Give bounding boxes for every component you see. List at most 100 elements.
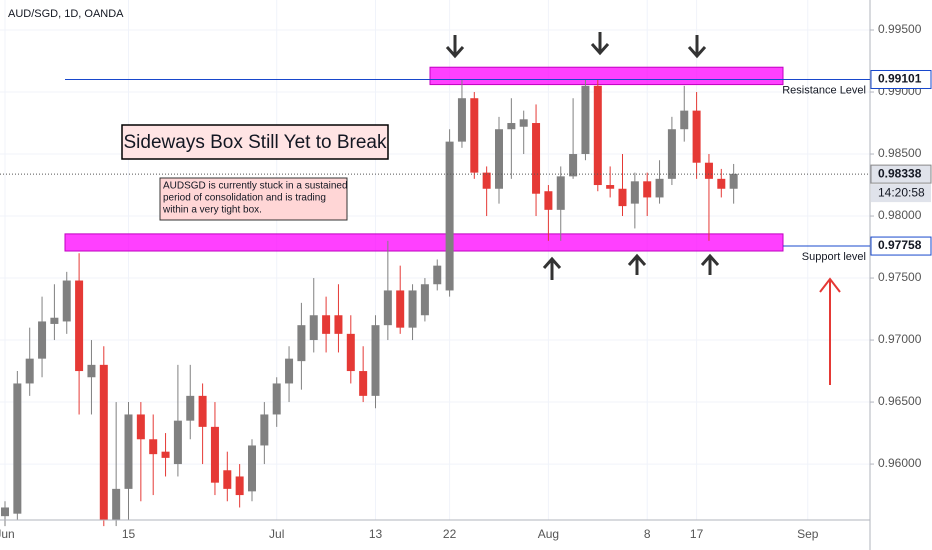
note-line: within a very tight box. (162, 205, 262, 216)
candle-body (482, 172, 491, 189)
countdown-box (871, 184, 931, 203)
x-tick-label: 22 (443, 527, 457, 541)
candle-body (13, 383, 22, 514)
candle-body (99, 364, 108, 520)
x-tick-label: 13 (369, 527, 383, 541)
candle-body (161, 451, 170, 458)
candle-body (359, 371, 368, 396)
support-name: Support level (802, 251, 866, 263)
candle-body (371, 325, 380, 396)
candle-body (112, 488, 121, 520)
candle-body (420, 284, 429, 316)
candle-body (692, 110, 701, 163)
headline: Sideways Box Still Yet to Break (124, 132, 387, 153)
candle-body (173, 420, 182, 465)
chart-title: AUD/SGD, 1D, OANDA (8, 8, 124, 20)
candle-body (495, 129, 503, 189)
note-line: period of consolidation and is trading (163, 193, 326, 204)
candle-body (433, 265, 442, 285)
candle-body (593, 85, 602, 186)
candle-body (618, 188, 627, 207)
zone (429, 66, 784, 86)
candle-body (297, 325, 306, 362)
note-line: AUDSGD is currently stuck in a sustained (163, 181, 348, 192)
y-tick-label: 0.96500 (878, 394, 922, 408)
candle-body (322, 315, 331, 334)
countdown: 14:20:58 (878, 185, 925, 199)
candle-body (383, 290, 392, 326)
headline-box (121, 124, 389, 160)
candle-body (285, 358, 294, 384)
candle-body (470, 98, 479, 173)
candle-body (581, 85, 590, 155)
marks (1, 66, 784, 527)
x-tick-label: 15 (122, 527, 136, 541)
candle-body (235, 476, 244, 496)
candle-body (248, 445, 256, 492)
candle-body (445, 141, 454, 291)
red-arrow (819, 277, 841, 385)
candle-body (532, 123, 541, 194)
candle-body (643, 181, 652, 198)
candle-body (334, 315, 343, 334)
candle-body (124, 414, 133, 489)
candle-body (655, 178, 664, 198)
candle-body (198, 395, 207, 427)
price-label: 0.97758 (878, 238, 922, 252)
candle-body (717, 178, 726, 189)
price-label: 0.98338 (878, 166, 922, 180)
candle-body (1, 507, 9, 517)
candle-body (25, 358, 34, 384)
y-tick-label: 0.97500 (878, 270, 922, 284)
candle-body (87, 364, 96, 378)
arrows (445, 32, 720, 280)
x-tick-label: Jul (269, 527, 284, 541)
candle-body (186, 395, 195, 421)
zone (64, 233, 784, 252)
candle-body (38, 321, 47, 359)
y-tick-label: 0.98500 (878, 146, 922, 160)
candle-body (556, 176, 565, 210)
candle-body (606, 185, 615, 189)
price-label-box (870, 164, 932, 184)
candle-body (309, 315, 318, 341)
candle-body (272, 383, 281, 415)
candle-body (680, 110, 689, 130)
price-label: 0.99101 (878, 72, 922, 86)
note-box (159, 177, 348, 221)
candle-body (569, 154, 578, 177)
candle-body (729, 173, 738, 189)
x-tick-label: Aug (538, 527, 559, 541)
x-tick-label: 8 (644, 527, 651, 541)
candle-body (457, 98, 466, 142)
candle-body (223, 470, 232, 489)
grid (0, 0, 870, 520)
y-tick-label: 0.98000 (878, 208, 922, 222)
candle-body (210, 426, 219, 483)
price-label-box (870, 236, 932, 256)
candle-body (630, 181, 639, 204)
y-tick-label: 0.97000 (878, 332, 922, 346)
candle-body (408, 290, 417, 328)
x-tick-label: Jun (0, 527, 15, 541)
candle-body (149, 439, 158, 455)
resistance-name: Resistance Level (782, 84, 866, 96)
y-tick-label: 0.96000 (878, 456, 922, 470)
candle-body (62, 280, 71, 322)
candle-body (136, 414, 145, 440)
candle-body (704, 162, 713, 179)
candle-body (519, 119, 528, 127)
candle-body (544, 191, 553, 210)
candle-body (396, 290, 405, 328)
x-tick-label: Sep (797, 527, 819, 541)
candle-body (260, 414, 269, 446)
candle-body (667, 129, 676, 179)
x-tick-label: 17 (690, 527, 704, 541)
price-label-box (870, 69, 932, 89)
y-tick-label: 0.99500 (878, 22, 922, 36)
candle-body (75, 280, 84, 372)
candle-body (50, 317, 59, 324)
candle-body (346, 333, 355, 372)
candle-body (507, 123, 516, 130)
